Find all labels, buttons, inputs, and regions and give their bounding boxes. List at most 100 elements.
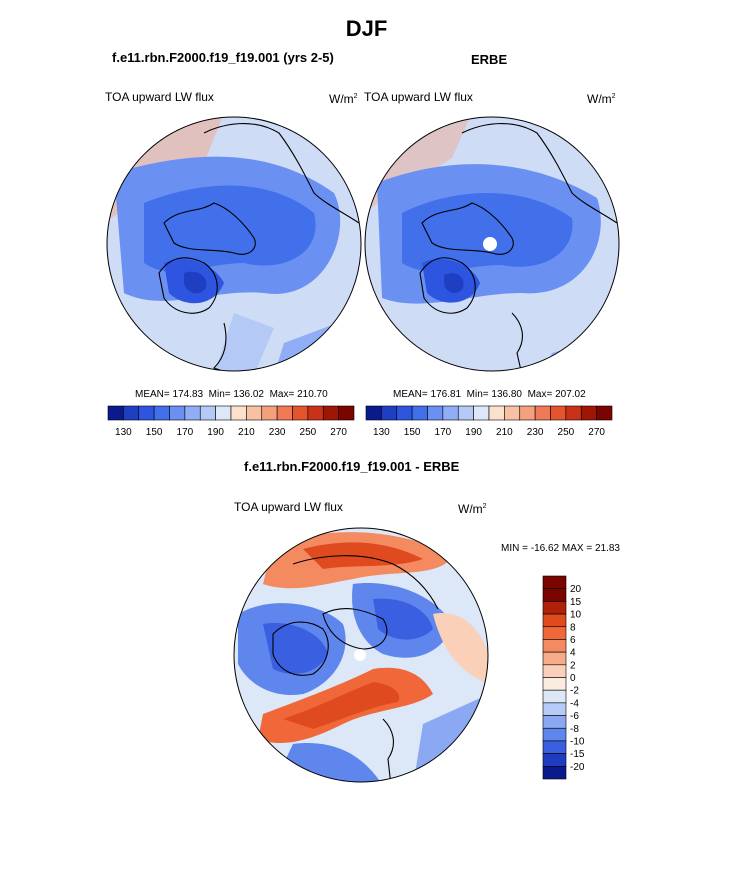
obs-colorbar-box bbox=[519, 405, 536, 421]
diff-units-label: W/m2 bbox=[458, 502, 487, 516]
obs-variable-label: TOA upward LW flux bbox=[364, 90, 473, 104]
diff-colorbar-tick-label: -6 bbox=[570, 711, 579, 722]
model-units-label: W/m2 bbox=[329, 92, 358, 106]
model-colorbar-tick-label: 270 bbox=[330, 427, 347, 438]
model-colorbar-box bbox=[230, 405, 247, 421]
obs-colorbar-box bbox=[457, 405, 474, 421]
obs-colorbar: 130 150 170 190 210 230 250 270 bbox=[365, 405, 613, 438]
diff-colorbar-tick-label: -20 bbox=[570, 762, 585, 773]
model-colorbar-box bbox=[246, 405, 263, 421]
diff-colorbar-box bbox=[542, 702, 567, 716]
model-colorbar-tick-label: 150 bbox=[146, 427, 163, 438]
diff-colorbar-tick-label: -10 bbox=[570, 736, 585, 747]
diff-colorbar-tick-label: -4 bbox=[570, 698, 579, 709]
diff-colorbar-box bbox=[542, 664, 567, 678]
model-colorbar-tick-label: 210 bbox=[238, 427, 255, 438]
diff-min-max: MIN = -16.62 MAX = 21.83 bbox=[501, 543, 620, 554]
diff-colorbar-box bbox=[542, 601, 567, 615]
obs-units-label: W/m2 bbox=[587, 92, 616, 106]
diff-variable-label: TOA upward LW flux bbox=[234, 500, 343, 514]
obs-colorbar-box bbox=[381, 405, 398, 421]
model-colorbar-box bbox=[138, 405, 155, 421]
pole-missing-dot-diff bbox=[354, 649, 366, 661]
obs-colorbar-tick-label: 250 bbox=[558, 427, 575, 438]
obs-stats: MEAN= 176.81 Min= 136.80 Max= 207.02 bbox=[393, 389, 586, 400]
obs-colorbar-box bbox=[488, 405, 505, 421]
pole-missing-dot bbox=[483, 237, 497, 251]
obs-title: ERBE bbox=[471, 52, 508, 67]
model-title: f.e11.rbn.F2000.f19_f19.001 (yrs 2-5) bbox=[112, 50, 334, 65]
obs-colorbar-tick-label: 150 bbox=[404, 427, 421, 438]
model-polar-map bbox=[106, 116, 362, 372]
diff-title: f.e11.rbn.F2000.f19_f19.001 - ERBE bbox=[244, 459, 460, 474]
model-colorbar-box bbox=[199, 405, 216, 421]
diff-colorbar-tick-label: 10 bbox=[570, 610, 582, 621]
season-title: DJF bbox=[345, 16, 388, 41]
diff-colorbar-box bbox=[542, 639, 567, 653]
obs-colorbar-box bbox=[504, 405, 521, 421]
model-colorbar-box bbox=[169, 405, 186, 421]
model-colorbar-box bbox=[292, 405, 309, 421]
obs-colorbar-tick-label: 190 bbox=[465, 427, 482, 438]
diff-colorbar-box bbox=[542, 727, 567, 742]
obs-colorbar-box bbox=[473, 405, 490, 421]
obs-colorbar-box bbox=[442, 405, 459, 421]
diff-colorbar-box bbox=[542, 715, 567, 729]
diff-colorbar-tick-label: 4 bbox=[570, 648, 576, 659]
model-colorbar-box bbox=[276, 405, 293, 421]
diff-colorbar-tick-label: 8 bbox=[570, 622, 576, 633]
obs-colorbar-tick-label: 270 bbox=[588, 427, 605, 438]
model-colorbar-tick-label: 170 bbox=[177, 427, 194, 438]
diff-colorbar-box bbox=[542, 575, 567, 589]
obs-colorbar-box bbox=[565, 405, 582, 421]
obs-colorbar-box bbox=[427, 405, 444, 421]
diff-colorbar-box bbox=[542, 740, 567, 754]
obs-colorbar-tick-label: 210 bbox=[496, 427, 513, 438]
model-colorbar-box bbox=[322, 405, 339, 421]
model-colorbar-tick-label: 190 bbox=[207, 427, 224, 438]
obs-colorbar-tick-label: 230 bbox=[527, 427, 544, 438]
diff-colorbar-box bbox=[542, 766, 567, 780]
model-colorbar-box bbox=[261, 405, 278, 421]
obs-colorbar-box bbox=[396, 405, 413, 421]
model-colorbar-box bbox=[307, 405, 324, 421]
diff-colorbar-box bbox=[542, 753, 567, 767]
diff-colorbar-tick-label: 0 bbox=[570, 673, 576, 684]
model-colorbar-box bbox=[338, 405, 355, 421]
diff-colorbar-box bbox=[542, 588, 567, 602]
obs-colorbar-box bbox=[550, 405, 567, 421]
obs-colorbar-box bbox=[411, 405, 428, 421]
obs-colorbar-box bbox=[580, 405, 597, 421]
diff-colorbar-tick-label: 6 bbox=[570, 635, 576, 646]
obs-colorbar-box bbox=[534, 405, 551, 421]
obs-colorbar-tick-label: 130 bbox=[373, 427, 390, 438]
model-colorbar-box bbox=[184, 405, 201, 421]
model-colorbar-box bbox=[215, 405, 232, 421]
model-colorbar-box bbox=[153, 405, 170, 421]
diff-colorbar-box bbox=[542, 677, 567, 691]
model-colorbar-box bbox=[123, 405, 140, 421]
diff-polar-map bbox=[233, 527, 489, 783]
diff-colorbar-box bbox=[542, 626, 567, 640]
model-colorbar-tick-label: 230 bbox=[269, 427, 286, 438]
diff-colorbar-tick-label: -8 bbox=[570, 724, 579, 735]
obs-colorbar-tick-label: 170 bbox=[435, 427, 452, 438]
obs-colorbar-box bbox=[365, 405, 382, 421]
diff-colorbar-tick-label: 20 bbox=[570, 584, 582, 595]
diff-colorbar-box bbox=[542, 689, 567, 704]
obs-colorbar-box bbox=[596, 405, 613, 421]
diff-colorbar-tick-label: -2 bbox=[570, 686, 579, 697]
diff-colorbar-tick-label: -15 bbox=[570, 749, 585, 760]
model-stats: MEAN= 174.83 Min= 136.02 Max= 210.70 bbox=[135, 389, 328, 400]
diff-colorbar-box bbox=[542, 613, 567, 628]
model-colorbar-box bbox=[107, 405, 124, 421]
diff-colorbar-tick-label: 2 bbox=[570, 660, 576, 671]
model-colorbar: 130 150 170 190 210 230 250 270 bbox=[107, 405, 355, 438]
model-colorbar-tick-label: 250 bbox=[300, 427, 317, 438]
obs-polar-map bbox=[364, 116, 620, 372]
diff-colorbar-tick-label: 15 bbox=[570, 597, 582, 608]
model-colorbar-tick-label: 130 bbox=[115, 427, 132, 438]
model-variable-label: TOA upward LW flux bbox=[105, 90, 214, 104]
diff-colorbar-box bbox=[542, 651, 567, 666]
